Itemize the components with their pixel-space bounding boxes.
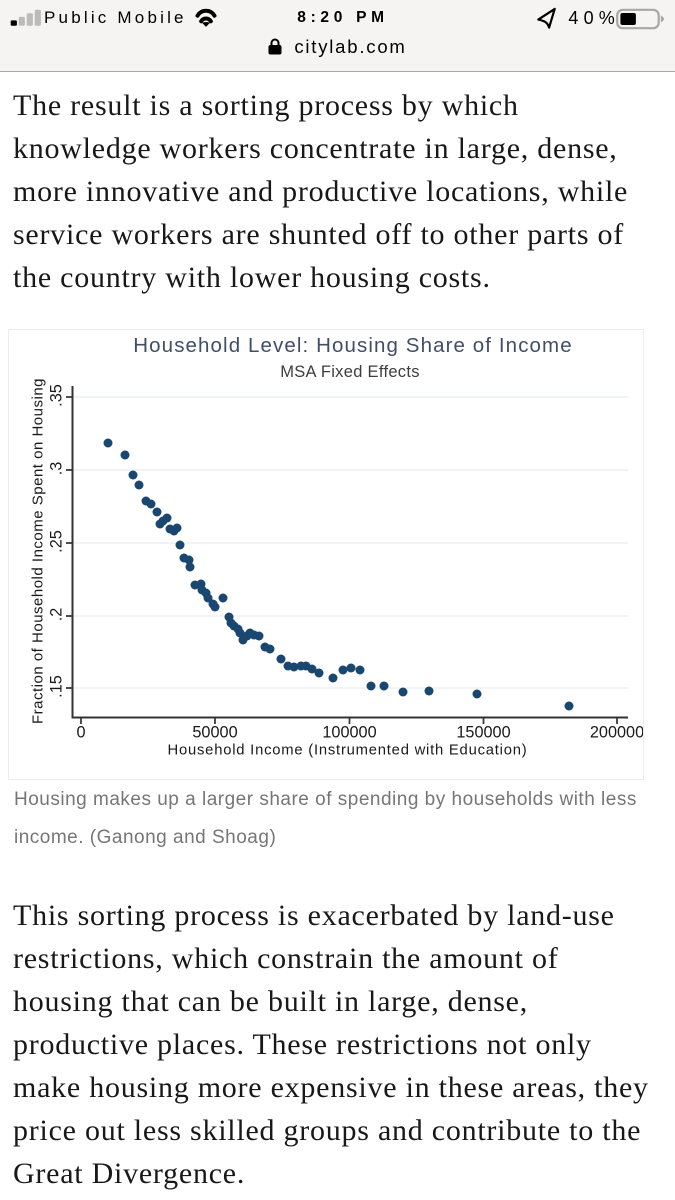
svg-text:200000: 200000 [590, 724, 643, 742]
svg-text:0: 0 [76, 724, 85, 742]
svg-text:.2: .2 [48, 608, 66, 622]
svg-text:.25: .25 [48, 530, 66, 553]
svg-text:Fraction of Household Income S: Fraction of Household Income Spent on Ho… [30, 378, 47, 724]
svg-text:.3: .3 [48, 462, 66, 476]
svg-text:MSA Fixed Effects: MSA Fixed Effects [280, 363, 420, 381]
svg-text:Household Income (Instrumented: Household Income (Instrumented with Educ… [168, 743, 528, 759]
svg-text:.35: .35 [48, 384, 66, 407]
svg-text:150000: 150000 [456, 724, 510, 742]
svg-text:50000: 50000 [192, 724, 237, 742]
svg-text:100000: 100000 [322, 724, 376, 742]
svg-text:.15: .15 [48, 675, 66, 698]
svg-text:Household Level: Housing Share: Household Level: Housing Share of Income [133, 334, 572, 357]
